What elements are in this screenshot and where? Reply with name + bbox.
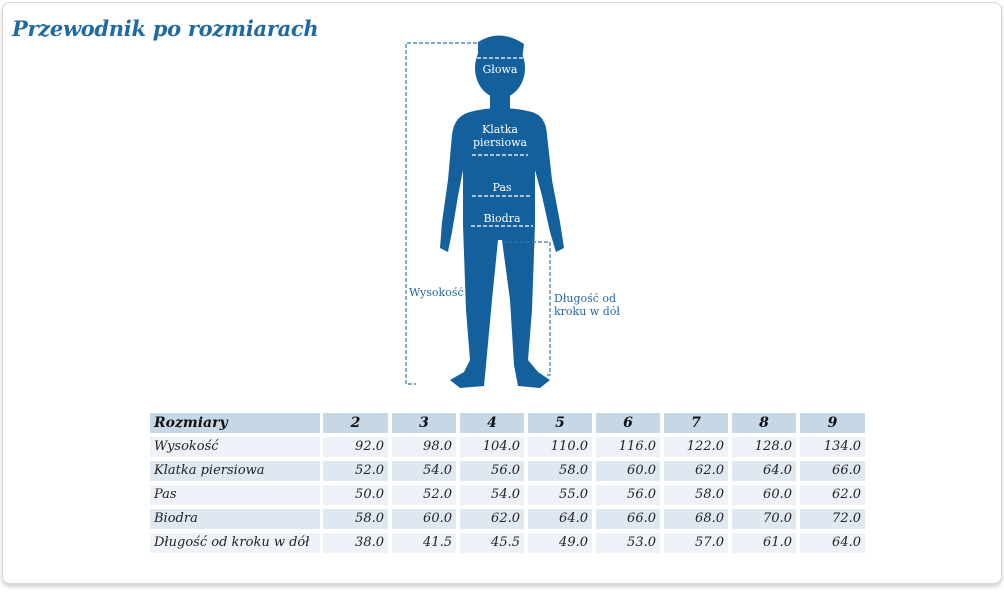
- header-sizes: Rozmiary: [150, 413, 320, 433]
- row-label: Biodra: [150, 509, 320, 529]
- header-size: 5: [528, 413, 592, 433]
- table-cell: 134.0: [800, 437, 865, 457]
- table-cell: 50.0: [323, 485, 388, 505]
- header-size: 6: [596, 413, 660, 433]
- table-cell: 62.0: [800, 485, 865, 505]
- table-cell: 38.0: [323, 533, 388, 553]
- table-cell: 61.0: [732, 533, 796, 553]
- table-cell: 56.0: [596, 485, 660, 505]
- header-size: 4: [460, 413, 524, 433]
- row-label: Wysokość: [150, 437, 320, 457]
- header-size: 3: [392, 413, 456, 433]
- row-label: Pas: [150, 485, 320, 505]
- table-cell: 54.0: [460, 485, 524, 505]
- table-cell: 56.0: [460, 461, 524, 481]
- table-cell: 60.0: [732, 485, 796, 505]
- table-cell: 104.0: [460, 437, 524, 457]
- page-title: Przewodnik po rozmiarach: [12, 16, 319, 41]
- inner-measure-lines: [471, 57, 533, 227]
- table-cell: 70.0: [732, 509, 796, 529]
- table-cell: 66.0: [800, 461, 865, 481]
- table-cell: 52.0: [392, 485, 456, 505]
- label-inseam-1: Długość od: [554, 292, 616, 305]
- header-size: 9: [800, 413, 865, 433]
- row-label: Długość od kroku w dół: [150, 533, 320, 553]
- table-cell: 128.0: [732, 437, 796, 457]
- label-hips: Biodra: [483, 212, 521, 225]
- table-cell: 60.0: [392, 509, 456, 529]
- label-inseam-2: kroku w dół: [554, 305, 620, 318]
- table-cell: 58.0: [528, 461, 592, 481]
- table-cell: 66.0: [596, 509, 660, 529]
- table-cell: 122.0: [664, 437, 728, 457]
- outer-measure-lines: [405, 42, 551, 385]
- table-cell: 62.0: [664, 461, 728, 481]
- table-cell: 58.0: [664, 485, 728, 505]
- header-size: 7: [664, 413, 728, 433]
- table-cell: 52.0: [323, 461, 388, 481]
- table-cell: 72.0: [800, 509, 865, 529]
- table-cell: 53.0: [596, 533, 660, 553]
- label-chest-1: Klatka: [482, 123, 518, 136]
- table-cell: 110.0: [528, 437, 592, 457]
- child-silhouette: [440, 35, 564, 388]
- table-cell: 92.0: [323, 437, 388, 457]
- table-cell: 98.0: [392, 437, 456, 457]
- label-height: Wysokość: [409, 286, 464, 299]
- table-cell: 57.0: [664, 533, 728, 553]
- table-cell: 58.0: [323, 509, 388, 529]
- table-cell: 49.0: [528, 533, 592, 553]
- label-head: Głowa: [483, 63, 518, 76]
- table-cell: 64.0: [732, 461, 796, 481]
- table-cell: 54.0: [392, 461, 456, 481]
- table-cell: 60.0: [596, 461, 660, 481]
- header-size: 8: [732, 413, 796, 433]
- table-cell: 55.0: [528, 485, 592, 505]
- table-cell: 41.5: [392, 533, 456, 553]
- table-cell: 68.0: [664, 509, 728, 529]
- table-cell: 62.0: [460, 509, 524, 529]
- label-waist: Pas: [492, 181, 511, 194]
- row-label: Klatka piersiowa: [150, 461, 320, 481]
- table-cell: 64.0: [800, 533, 865, 553]
- label-chest-2: piersiowa: [473, 136, 528, 149]
- table-cell: 64.0: [528, 509, 592, 529]
- table-cell: 45.5: [460, 533, 524, 553]
- header-size: 2: [323, 413, 388, 433]
- table-cell: 116.0: [596, 437, 660, 457]
